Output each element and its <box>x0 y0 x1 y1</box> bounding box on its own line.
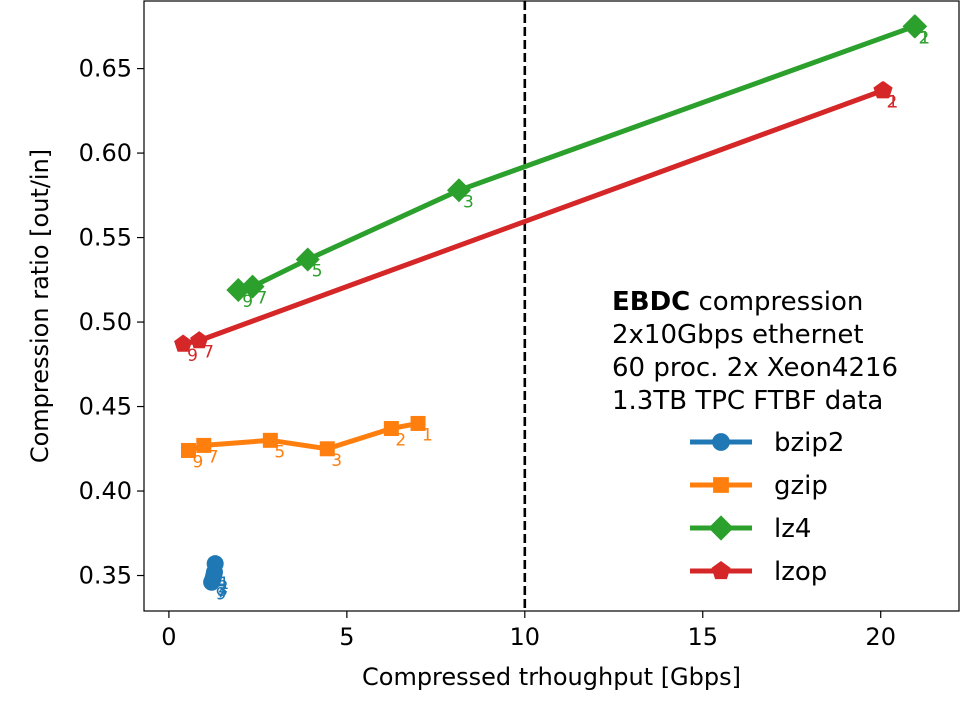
data-point-gzip-5 <box>410 415 426 431</box>
y-tick-label-0: 0.35 <box>79 562 132 590</box>
point-label-lzop-0: 9 <box>187 346 198 366</box>
data-point-bzip2-5 <box>203 573 221 591</box>
point-label-bzip2-3: 3 <box>217 581 228 601</box>
x-tick-label-0: 0 <box>161 623 176 651</box>
legend-entry-lz4: lz4 <box>690 514 811 544</box>
annotation-line-2: 2x10Gbps ethernet <box>612 320 864 350</box>
y-axis-label: Compression ratio [out/in] <box>26 149 54 463</box>
point-label-gzip-0: 9 <box>192 452 203 472</box>
data-point-lz4-2 <box>295 247 320 272</box>
legend-marker-lz4 <box>708 515 734 541</box>
data-point-lzop-1 <box>190 331 209 349</box>
legend-marker-gzip <box>713 477 729 493</box>
legend-marker-bzip2 <box>712 433 730 451</box>
y-tick-label-5: 0.60 <box>79 139 132 167</box>
legend-label-lzop: lzop <box>774 557 827 587</box>
point-label-bzip2-1: 1 <box>218 574 229 594</box>
data-point-gzip-0 <box>180 442 196 458</box>
annotation-line-1-rest: compression <box>690 287 863 317</box>
legend-label-bzip2: bzip2 <box>774 428 844 458</box>
data-point-lzop-3 <box>874 81 893 99</box>
legend-entry-bzip2: bzip2 <box>690 428 844 458</box>
legend-entry-lzop: lzop <box>690 557 827 587</box>
axes: 0 5 10 15 200.350.400.450.500.550.600.65Comp… <box>26 0 960 691</box>
point-label-lz4-1: 7 <box>257 289 268 309</box>
x-tick-label-3: 15 <box>687 623 718 651</box>
annotation-bold-word: EBDC <box>612 287 690 317</box>
legend-marker-lzop <box>711 561 731 580</box>
x-tick-label-1: 5 <box>339 623 354 651</box>
data-point-gzip-1 <box>196 437 212 453</box>
point-label-lz4-0: 9 <box>242 292 253 312</box>
data-point-lz4-3 <box>446 178 471 203</box>
point-label-bzip2-2: 2 <box>218 578 229 598</box>
point-label-gzip-1: 7 <box>208 447 219 467</box>
data-point-gzip-4 <box>383 421 399 437</box>
point-label-lzop-2: 2 <box>886 93 897 113</box>
data-point-gzip-2 <box>262 432 278 448</box>
point-label-lz4-2: 5 <box>312 262 323 282</box>
point-label-lzop-1: 7 <box>203 343 214 363</box>
y-tick-label-1: 0.40 <box>79 477 132 505</box>
legend-label-lz4: lz4 <box>774 514 811 544</box>
point-label-lzop-3: 1 <box>888 93 899 113</box>
legend-label-gzip: gzip <box>774 471 828 501</box>
annotation-line-1: EBDC compression <box>612 287 863 317</box>
series-lzop: 9 721 <box>174 81 898 366</box>
point-label-lz4-3: 3 <box>463 192 474 212</box>
data-point-gzip-3 <box>319 441 335 457</box>
point-label-lz4-5: 1 <box>919 28 930 48</box>
x-tick-label-4: 20 <box>865 623 896 651</box>
legend: bzip2 gzip lz4 lzop <box>690 428 844 587</box>
series-gzip: 9 7 5 3 2 1 <box>180 415 433 472</box>
annotation-line-3: 60 proc. 2x Xeon4216 <box>612 353 898 383</box>
point-label-lz4-4: 2 <box>919 28 930 48</box>
y-tick-label-3: 0.50 <box>79 308 132 336</box>
point-label-gzip-5: 1 <box>422 425 433 445</box>
point-label-gzip-4: 2 <box>395 431 406 451</box>
point-label-bzip2-4: 7 <box>216 583 227 603</box>
plot-frame <box>143 0 960 612</box>
point-label-gzip-3: 3 <box>331 451 342 471</box>
x-axis-label: Compressed trhoughput [Gbps] <box>362 663 741 691</box>
point-label-gzip-2: 5 <box>274 442 285 462</box>
point-label-bzip2-5: 9 <box>216 584 227 604</box>
data-point-lz4-1 <box>240 274 265 299</box>
y-tick-label-4: 0.55 <box>79 224 132 252</box>
x-tick-label-2: 10 <box>510 623 541 651</box>
y-tick-label-6: 0.65 <box>79 55 132 83</box>
data-point-lz4-5 <box>903 14 928 39</box>
data-point-lzop-0 <box>174 334 193 352</box>
legend-entry-gzip: gzip <box>690 471 828 501</box>
y-tick-label-2: 0.45 <box>79 393 132 421</box>
annotation-line-4: 1.3TB TPC FTBF data <box>612 386 883 416</box>
